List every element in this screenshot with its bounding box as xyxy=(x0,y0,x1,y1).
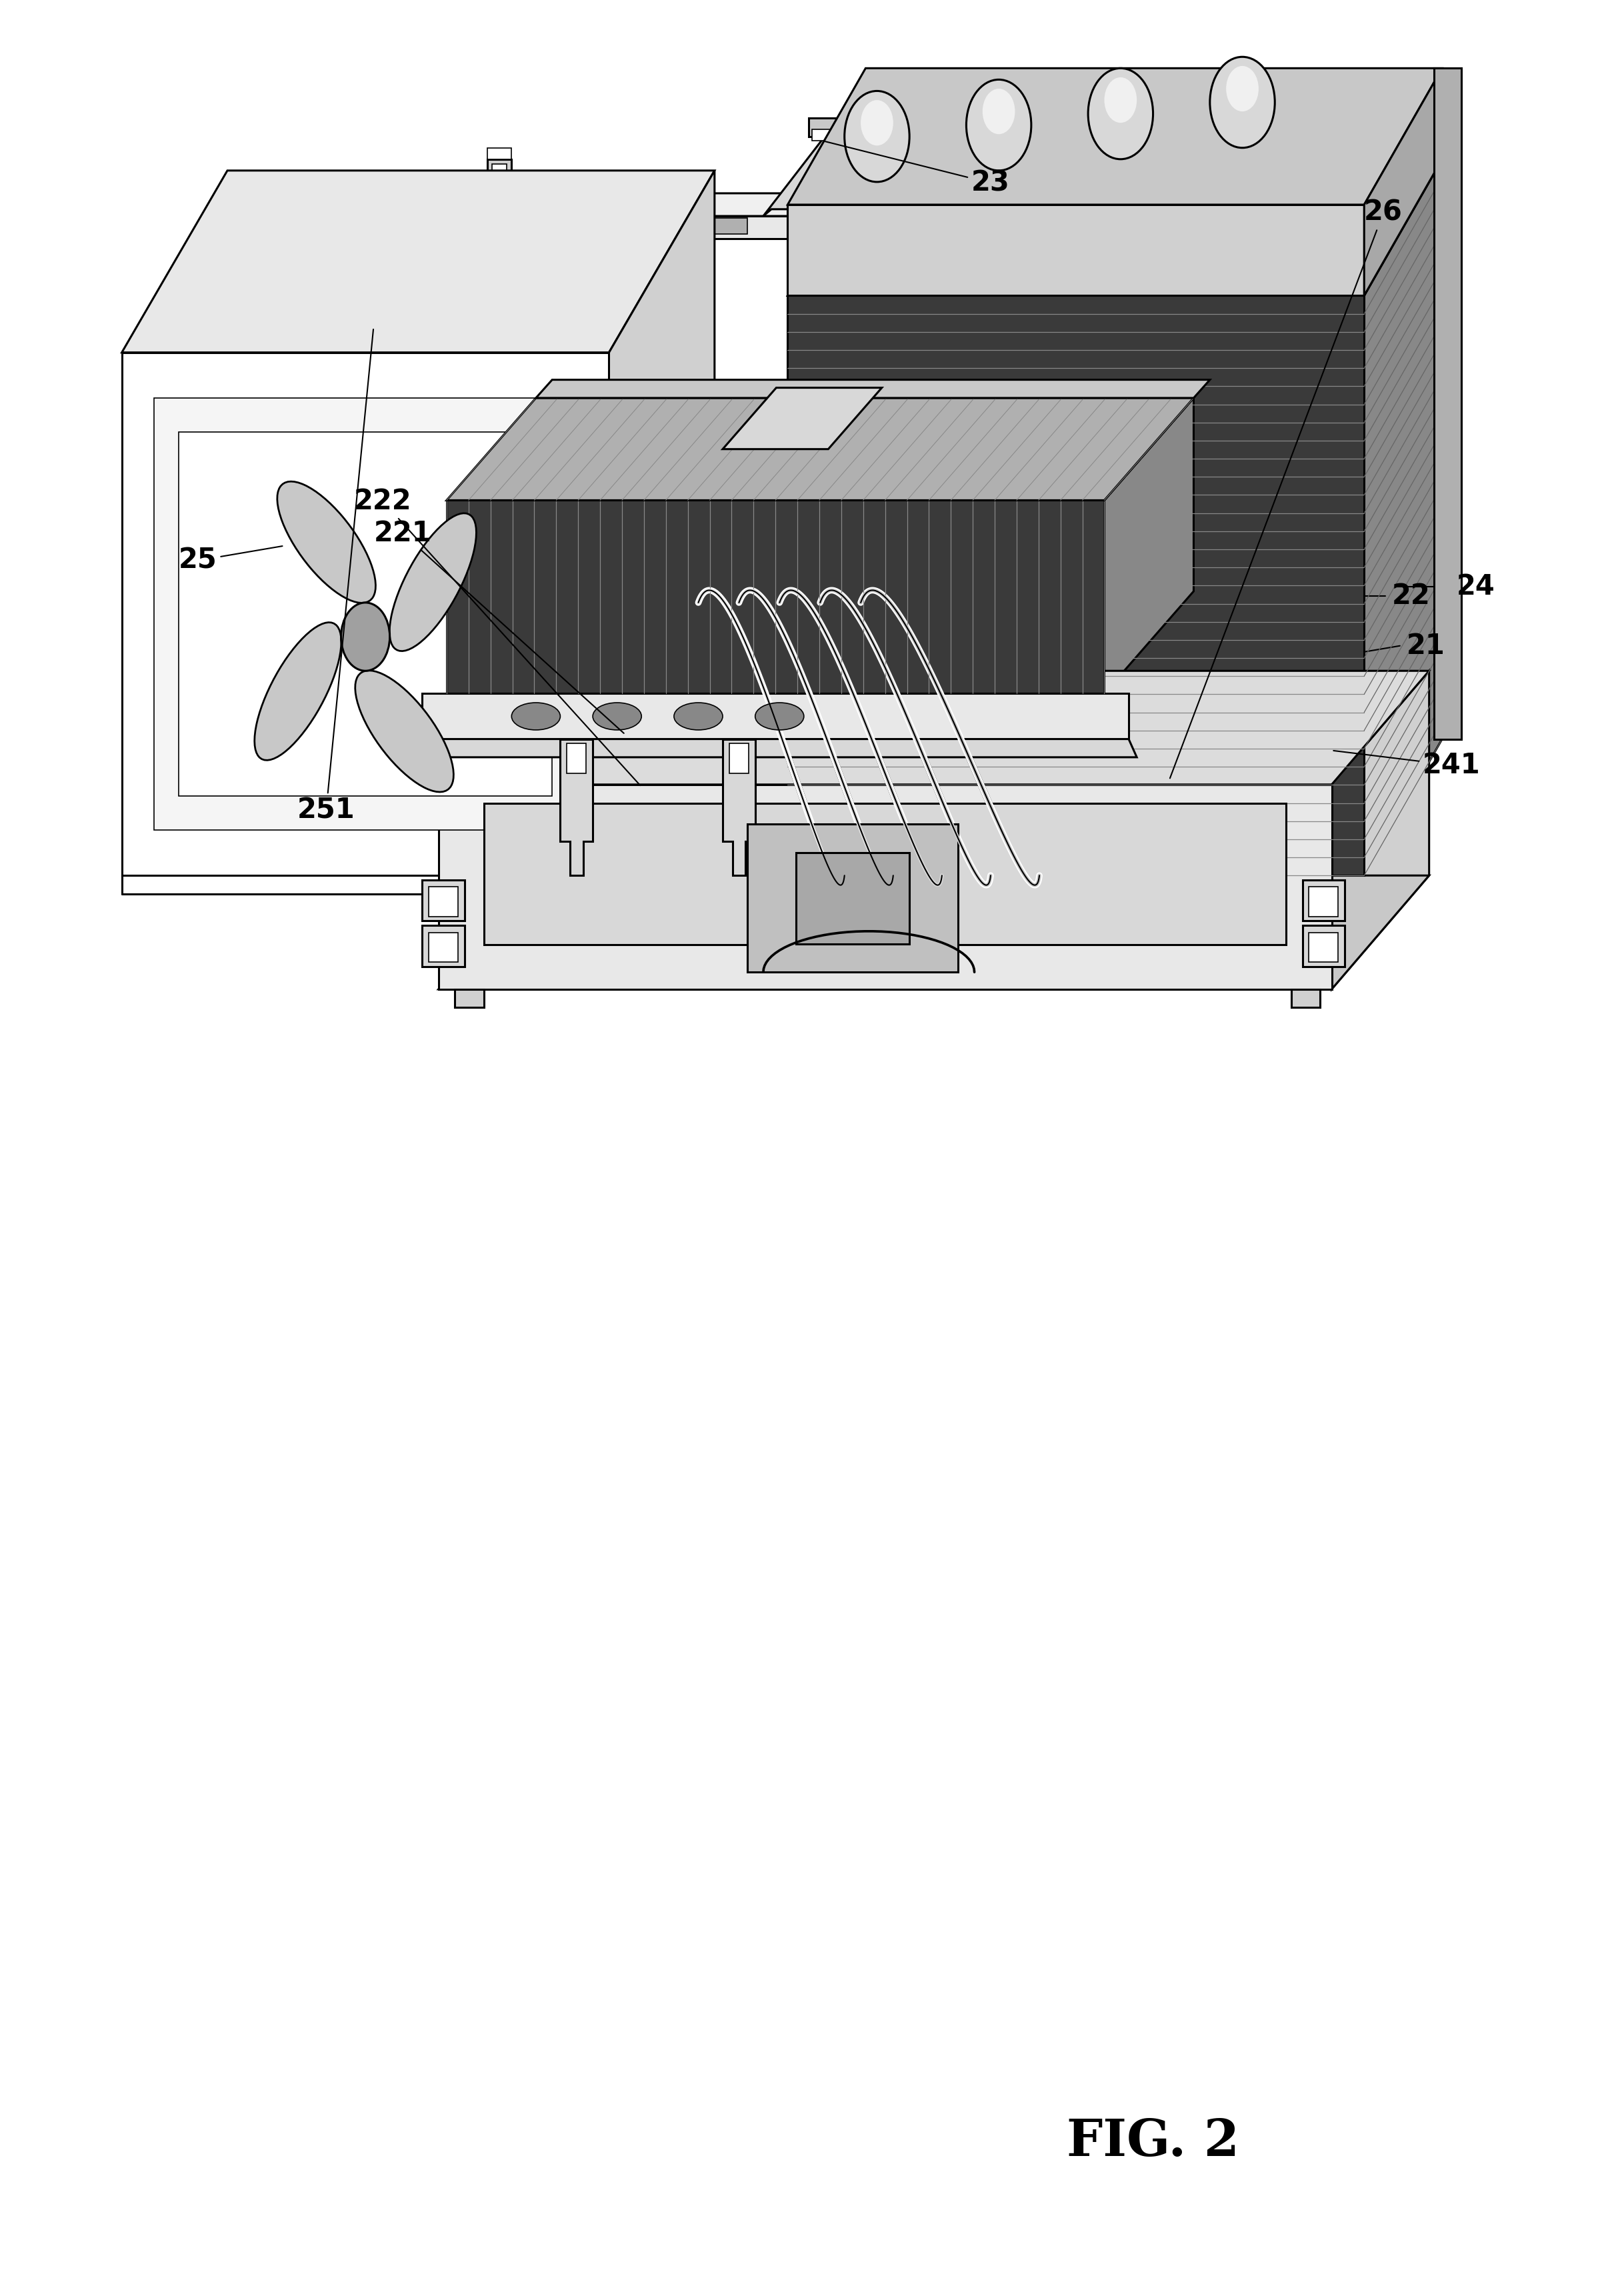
Ellipse shape xyxy=(356,671,453,791)
Polygon shape xyxy=(809,118,844,136)
Polygon shape xyxy=(445,312,460,323)
Text: FIG. 2: FIG. 2 xyxy=(1067,2117,1239,2167)
Polygon shape xyxy=(763,132,885,216)
Polygon shape xyxy=(1364,159,1442,875)
Polygon shape xyxy=(1332,671,1429,989)
Polygon shape xyxy=(455,989,484,1007)
Polygon shape xyxy=(682,218,747,234)
Circle shape xyxy=(341,603,390,671)
Polygon shape xyxy=(442,307,471,323)
Polygon shape xyxy=(1302,926,1345,966)
Polygon shape xyxy=(796,853,909,944)
Polygon shape xyxy=(1291,989,1320,1007)
Polygon shape xyxy=(451,239,463,307)
Circle shape xyxy=(861,100,893,146)
Polygon shape xyxy=(1309,932,1338,962)
Ellipse shape xyxy=(593,703,641,730)
Text: 221: 221 xyxy=(374,518,624,732)
Circle shape xyxy=(844,91,909,182)
Polygon shape xyxy=(484,803,1286,944)
Circle shape xyxy=(1210,57,1275,148)
Polygon shape xyxy=(422,926,464,966)
Polygon shape xyxy=(536,380,1210,398)
Polygon shape xyxy=(788,205,1364,296)
Polygon shape xyxy=(723,739,755,875)
Polygon shape xyxy=(487,148,512,159)
Polygon shape xyxy=(1434,68,1462,739)
Polygon shape xyxy=(438,785,1332,989)
Circle shape xyxy=(1104,77,1137,123)
Ellipse shape xyxy=(390,514,476,650)
Polygon shape xyxy=(788,68,1442,205)
Polygon shape xyxy=(812,130,841,141)
Text: 25: 25 xyxy=(179,546,283,575)
Polygon shape xyxy=(122,352,609,875)
Polygon shape xyxy=(447,398,1194,500)
Circle shape xyxy=(1226,66,1259,111)
Polygon shape xyxy=(429,887,458,916)
Ellipse shape xyxy=(755,703,804,730)
Polygon shape xyxy=(438,671,1429,785)
Polygon shape xyxy=(479,193,1283,216)
Polygon shape xyxy=(492,164,507,198)
Polygon shape xyxy=(422,739,1137,757)
Polygon shape xyxy=(1275,198,1364,216)
Circle shape xyxy=(966,80,1031,171)
Polygon shape xyxy=(438,875,1429,989)
Text: 21: 21 xyxy=(1406,632,1445,659)
Text: 251: 251 xyxy=(297,330,374,825)
Polygon shape xyxy=(1104,398,1194,694)
Polygon shape xyxy=(487,159,512,198)
Polygon shape xyxy=(429,932,458,962)
Polygon shape xyxy=(723,387,882,450)
Text: 23: 23 xyxy=(825,141,1010,198)
Ellipse shape xyxy=(674,703,723,730)
Polygon shape xyxy=(788,159,1442,296)
Polygon shape xyxy=(422,694,1129,739)
Polygon shape xyxy=(122,171,715,352)
Polygon shape xyxy=(422,880,464,921)
Polygon shape xyxy=(609,171,715,875)
Polygon shape xyxy=(567,744,586,773)
Text: 26: 26 xyxy=(1169,198,1403,778)
Polygon shape xyxy=(788,296,1364,875)
Text: 24: 24 xyxy=(1457,573,1496,600)
Polygon shape xyxy=(1364,68,1442,296)
Polygon shape xyxy=(154,398,577,830)
Polygon shape xyxy=(747,825,958,973)
Polygon shape xyxy=(1338,307,1369,323)
Polygon shape xyxy=(463,216,1275,239)
Polygon shape xyxy=(1341,312,1358,323)
Polygon shape xyxy=(1302,880,1345,921)
Polygon shape xyxy=(1309,887,1338,916)
Polygon shape xyxy=(788,159,1442,296)
Polygon shape xyxy=(179,432,552,796)
Polygon shape xyxy=(729,744,749,773)
Polygon shape xyxy=(560,739,593,875)
Text: 222: 222 xyxy=(354,487,640,785)
Text: 241: 241 xyxy=(1333,750,1481,780)
Ellipse shape xyxy=(255,623,341,760)
Circle shape xyxy=(983,89,1015,134)
Ellipse shape xyxy=(278,482,375,603)
Text: 22: 22 xyxy=(1392,582,1431,609)
Polygon shape xyxy=(451,193,479,239)
Ellipse shape xyxy=(512,703,560,730)
Polygon shape xyxy=(447,500,1104,694)
Polygon shape xyxy=(1275,216,1356,239)
Circle shape xyxy=(1088,68,1153,159)
Polygon shape xyxy=(1348,239,1361,307)
